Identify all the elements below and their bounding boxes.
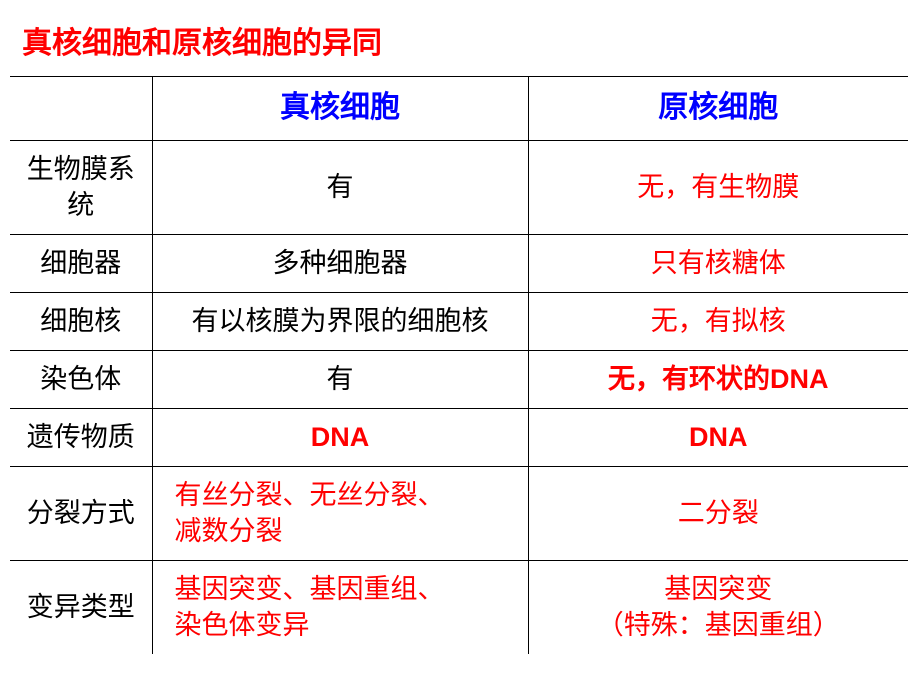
page-title: 真核细胞和原核细胞的异同 — [10, 18, 910, 62]
cell-value: 无，有拟核 — [528, 292, 908, 350]
row-nucleus: 细胞核 有以核膜为界限的细胞核 无，有拟核 — [10, 292, 908, 350]
cell-value: 有 — [152, 141, 528, 235]
header-prokaryote: 原核细胞 — [528, 77, 908, 141]
row-division: 分裂方式 有丝分裂、无丝分裂、 减数分裂 二分裂 — [10, 466, 908, 560]
cell-value: 有 — [152, 350, 528, 408]
cell-value: DNA — [152, 408, 528, 466]
cell-value: DNA — [528, 408, 908, 466]
cell-value: 无，有生物膜 — [528, 141, 908, 235]
row-variation: 变异类型 基因突变、基因重组、 染色体变异 基因突变 （特殊：基因重组） — [10, 560, 908, 653]
row-membrane-system: 生物膜系统 有 无，有生物膜 — [10, 141, 908, 235]
row-label: 分裂方式 — [10, 466, 152, 560]
cell-line1: 基因突变 — [664, 574, 772, 604]
row-label: 细胞核 — [10, 292, 152, 350]
table-header-row: 真核细胞 原核细胞 — [10, 77, 908, 141]
cell-line1: 有丝分裂、无丝分裂、 — [175, 480, 445, 510]
cell-line1: 基因突变、基因重组、 — [175, 574, 445, 604]
cell-line2: 减数分裂 — [175, 516, 283, 546]
header-blank — [10, 77, 152, 141]
cell-value: 基因突变 （特殊：基因重组） — [528, 560, 908, 653]
row-genetic-material: 遗传物质 DNA DNA — [10, 408, 908, 466]
cell-value: 基因突变、基因重组、 染色体变异 — [152, 560, 528, 653]
cell-value: 多种细胞器 — [152, 234, 528, 292]
cell-value: 二分裂 — [528, 466, 908, 560]
cell-value: 只有核糖体 — [528, 234, 908, 292]
row-label: 生物膜系统 — [10, 141, 152, 235]
row-label: 染色体 — [10, 350, 152, 408]
row-organelles: 细胞器 多种细胞器 只有核糖体 — [10, 234, 908, 292]
row-label: 遗传物质 — [10, 408, 152, 466]
row-chromosome: 染色体 有 无，有环状的DNA — [10, 350, 908, 408]
cell-line2: （特殊：基因重组） — [597, 610, 840, 640]
cell-line2: 染色体变异 — [175, 610, 310, 640]
row-label: 细胞器 — [10, 234, 152, 292]
cell-value: 无，有环状的DNA — [528, 350, 908, 408]
row-label: 变异类型 — [10, 560, 152, 653]
header-eukaryote: 真核细胞 — [152, 77, 528, 141]
comparison-table: 真核细胞 原核细胞 生物膜系统 有 无，有生物膜 细胞器 多种细胞器 只有核糖体… — [10, 76, 908, 654]
cell-value: 有以核膜为界限的细胞核 — [152, 292, 528, 350]
cell-value: 有丝分裂、无丝分裂、 减数分裂 — [152, 466, 528, 560]
